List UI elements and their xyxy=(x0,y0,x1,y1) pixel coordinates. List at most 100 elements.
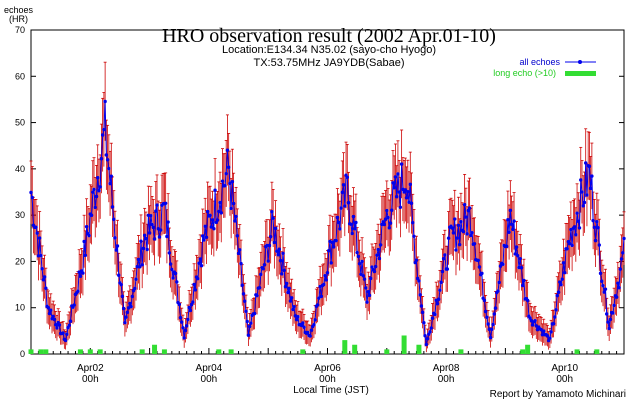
data-point xyxy=(145,247,149,252)
data-point xyxy=(587,164,592,168)
data-point xyxy=(100,133,105,137)
data-point xyxy=(167,251,172,255)
data-point xyxy=(267,243,272,248)
data-point xyxy=(99,157,104,161)
data-point xyxy=(34,225,38,229)
data-point xyxy=(220,179,225,183)
data-point xyxy=(270,210,274,214)
x-tick-label-date: Apr02 xyxy=(77,363,104,374)
data-point xyxy=(76,289,80,293)
data-point xyxy=(486,322,490,326)
data-point xyxy=(356,254,361,259)
data-point xyxy=(225,148,230,152)
data-point xyxy=(506,218,510,222)
data-point xyxy=(559,282,563,287)
data-point xyxy=(52,317,57,322)
data-point xyxy=(325,271,330,275)
data-point xyxy=(261,267,265,271)
data-point xyxy=(541,329,546,333)
data-point xyxy=(339,206,343,210)
data-point xyxy=(425,337,430,341)
data-point xyxy=(107,166,111,171)
data-point xyxy=(561,261,566,265)
data-point xyxy=(574,233,578,237)
data-point xyxy=(247,324,252,329)
long-echo-bar xyxy=(574,349,580,354)
data-point xyxy=(601,283,605,288)
data-point xyxy=(409,201,414,206)
data-point xyxy=(487,327,492,331)
data-point xyxy=(191,300,195,304)
data-point xyxy=(91,190,95,194)
data-point xyxy=(165,234,169,239)
long-echo-bar xyxy=(216,349,222,354)
data-point xyxy=(406,190,410,194)
data-point xyxy=(302,325,306,329)
long-echo-bar xyxy=(139,349,145,354)
data-point xyxy=(144,236,148,241)
data-point xyxy=(309,328,314,332)
data-point xyxy=(245,319,249,324)
data-point xyxy=(184,324,189,328)
long-echo-bar xyxy=(416,344,422,354)
data-point xyxy=(607,326,611,331)
data-point xyxy=(30,195,34,200)
data-point xyxy=(522,278,526,283)
data-point xyxy=(422,320,426,325)
data-point xyxy=(598,271,603,276)
data-point xyxy=(612,303,616,308)
data-point xyxy=(616,281,620,285)
data-point xyxy=(483,309,488,314)
data-point xyxy=(424,342,429,347)
data-point xyxy=(514,245,519,249)
data-point xyxy=(520,283,525,288)
chart-subtitle-location: Location:E134.34 N35.02 (sayo-cho Hyogo) xyxy=(222,44,436,56)
data-point xyxy=(196,276,200,281)
data-point xyxy=(97,189,101,193)
data-point xyxy=(187,305,191,310)
data-point xyxy=(192,282,196,287)
data-point xyxy=(180,320,184,324)
data-point xyxy=(266,259,270,263)
data-point xyxy=(554,308,558,312)
data-point xyxy=(65,332,69,336)
data-point xyxy=(378,243,383,247)
x-tick-label-hour: 00h xyxy=(201,374,218,385)
data-point xyxy=(241,292,246,296)
y-axis-label-line1: echoes xyxy=(4,5,34,15)
data-point xyxy=(124,315,128,319)
data-point xyxy=(394,195,399,199)
data-point xyxy=(203,224,207,228)
data-point xyxy=(430,316,435,320)
data-point xyxy=(579,178,583,182)
data-point xyxy=(582,200,587,205)
data-point xyxy=(462,202,467,207)
data-point xyxy=(381,220,385,224)
data-point xyxy=(467,206,472,210)
data-point xyxy=(354,220,358,225)
data-point xyxy=(120,294,125,299)
data-point xyxy=(420,310,425,315)
data-point xyxy=(109,174,114,178)
data-point xyxy=(35,231,39,235)
data-point xyxy=(193,288,198,292)
data-point xyxy=(383,217,388,221)
data-point xyxy=(391,181,395,185)
data-point xyxy=(173,271,178,276)
data-point xyxy=(352,226,357,231)
data-point xyxy=(397,190,401,194)
data-point xyxy=(346,201,351,205)
data-point xyxy=(423,334,427,338)
data-point xyxy=(603,287,608,291)
data-point xyxy=(224,171,228,176)
legend-marker-all-echoes xyxy=(578,60,582,64)
data-point xyxy=(602,290,606,294)
long-echo-bar xyxy=(401,335,407,354)
data-point xyxy=(377,256,382,261)
data-point xyxy=(509,222,514,226)
data-point xyxy=(306,330,310,335)
y-tick-label: 40 xyxy=(15,164,25,174)
data-point xyxy=(149,214,153,218)
data-point xyxy=(213,188,217,192)
data-point xyxy=(240,283,244,287)
